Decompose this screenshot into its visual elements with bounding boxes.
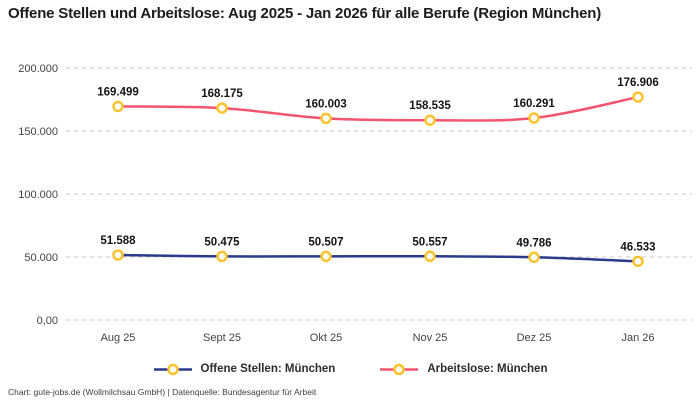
x-axis-tick-label: Okt 25: [310, 332, 342, 344]
y-axis-tick-label: 50.000: [24, 252, 58, 264]
legend-line-marker-icon: [153, 363, 192, 375]
legend-label: Offene Stellen: München: [200, 363, 336, 375]
data-point-label: 158.535: [409, 100, 451, 112]
legend-item[interactable]: Arbeitslose: München: [379, 363, 547, 376]
data-point-marker: [632, 255, 644, 268]
data-point-marker: [216, 102, 228, 114]
data-point-marker: [320, 250, 332, 263]
y-axis-tick-label: 0,00: [37, 315, 58, 327]
data-point-label: 50.475: [204, 236, 240, 248]
data-point-label: 169.499: [97, 86, 139, 98]
y-axis-tick-label: 100.000: [18, 189, 58, 201]
data-point-label: 51.588: [100, 235, 136, 247]
data-point-marker: [528, 251, 540, 264]
x-axis-tick-label: Aug 25: [101, 332, 136, 344]
data-point-marker: [112, 249, 124, 261]
x-axis-tick-label: Nov 25: [413, 332, 448, 344]
data-point-marker: [424, 250, 436, 263]
x-axis-tick-label: Sept 25: [203, 332, 241, 344]
y-axis-tick-label: 200.000: [18, 63, 58, 75]
series-line: [117, 253, 639, 263]
chart-footer-attribution: Chart: gute-jobs.de (Wollmilchsau GmbH) …: [8, 387, 317, 397]
chart-title: Offene Stellen und Arbeitslose: Aug 2025…: [8, 5, 602, 22]
data-point-label: 50.507: [308, 236, 343, 248]
data-point-label: 49.786: [516, 237, 551, 249]
data-point-label: 168.175: [201, 88, 243, 100]
data-point-label: 46.533: [620, 241, 655, 253]
data-point-marker: [632, 91, 644, 103]
data-point-marker: [216, 250, 228, 263]
data-point-label: 176.906: [617, 77, 659, 89]
data-point-label: 50.557: [412, 236, 447, 248]
series-line: [117, 95, 639, 122]
data-point-marker: [424, 114, 436, 126]
chart-plot-area: 0,00 50.000 100.000 150.000 200.000 Aug 25 Sep…: [18, 63, 692, 344]
legend-line-marker-icon: [380, 363, 419, 375]
chart-legend: Offene Stellen: München Arbeitslose: Münc…: [0, 359, 700, 379]
data-point-label: 160.291: [513, 98, 555, 110]
data-point-marker: [112, 100, 124, 113]
data-point-marker: [528, 112, 540, 124]
data-point-marker: [320, 112, 332, 125]
x-axis-tick-label: Dez 25: [517, 332, 552, 344]
legend-label: Arbeitslose: München: [427, 363, 548, 375]
data-point-label: 160.003: [305, 98, 347, 110]
legend-item[interactable]: Offene Stellen: München: [153, 363, 336, 376]
x-axis-tick-label: Jan 26: [621, 332, 654, 344]
y-axis-tick-label: 150.000: [18, 126, 58, 138]
